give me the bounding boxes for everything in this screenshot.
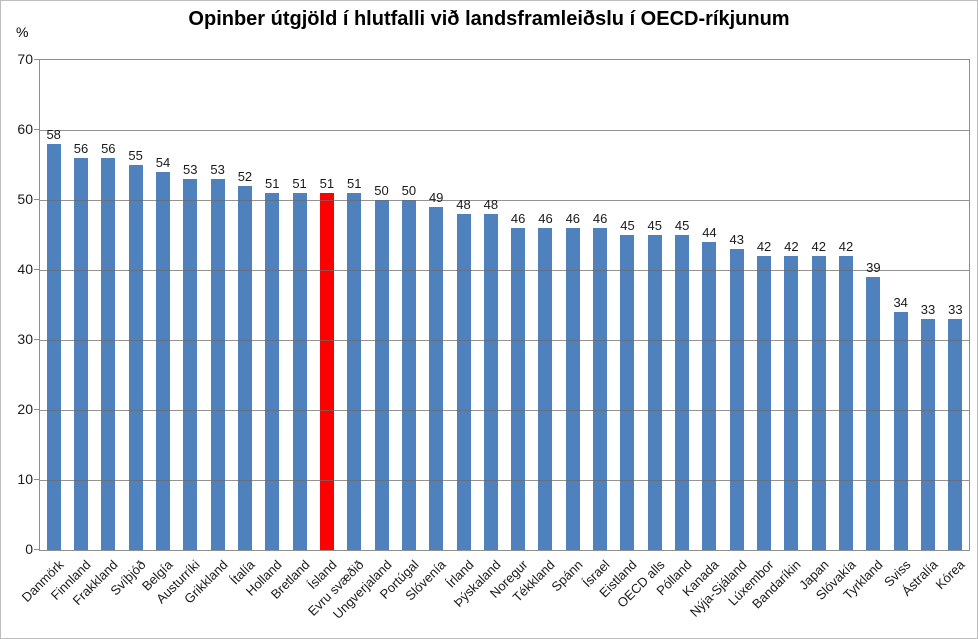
bar-value-label: 33 bbox=[920, 302, 936, 317]
bar bbox=[429, 207, 444, 550]
y-tick-mark bbox=[34, 269, 39, 270]
bar-value-label: 46 bbox=[538, 211, 553, 226]
y-tick-mark bbox=[34, 199, 39, 200]
bar-value-label: 53 bbox=[183, 162, 198, 177]
bar-value-label: 42 bbox=[756, 239, 772, 254]
bar-value-label: 51 bbox=[319, 176, 335, 191]
bar-value-label: 58 bbox=[46, 127, 61, 142]
y-tick-label: 60 bbox=[17, 121, 33, 137]
y-tick-mark bbox=[34, 479, 39, 480]
bar bbox=[128, 165, 143, 550]
bar bbox=[702, 242, 717, 550]
bar-value-label: 51 bbox=[265, 176, 280, 191]
bar-value-label: 52 bbox=[237, 169, 253, 184]
bar bbox=[237, 186, 252, 550]
gridline bbox=[40, 270, 969, 271]
bar-value-label: 46 bbox=[565, 211, 581, 226]
bar bbox=[811, 256, 826, 550]
bar-value-label: 42 bbox=[838, 239, 854, 254]
gridline bbox=[40, 200, 969, 201]
bar-value-label: 51 bbox=[292, 176, 307, 191]
y-tick-label: 40 bbox=[17, 261, 33, 277]
gridline bbox=[40, 480, 969, 481]
bar-value-label: 39 bbox=[866, 260, 881, 275]
gridline bbox=[40, 130, 969, 131]
bar-value-label: 42 bbox=[811, 239, 826, 254]
bar bbox=[183, 179, 198, 550]
bar-value-label: 50 bbox=[374, 183, 389, 198]
bar bbox=[593, 228, 608, 550]
bar bbox=[265, 193, 280, 550]
bar-value-label: 56 bbox=[101, 141, 116, 156]
bar-value-label: 53 bbox=[210, 162, 225, 177]
y-tick-label: 30 bbox=[17, 331, 33, 347]
y-tick-mark bbox=[34, 339, 39, 340]
bar bbox=[921, 319, 935, 550]
y-tick-mark bbox=[34, 59, 39, 60]
bar bbox=[401, 200, 416, 550]
y-tick-mark bbox=[34, 409, 39, 410]
bar-value-label: 56 bbox=[73, 141, 89, 156]
bar-value-label: 44 bbox=[702, 225, 717, 240]
bar bbox=[565, 228, 580, 550]
bar-value-label: 50 bbox=[401, 183, 417, 198]
bar bbox=[347, 193, 362, 550]
y-axis-unit-label: % bbox=[16, 24, 29, 40]
y-tick-label: 10 bbox=[17, 471, 33, 487]
bar bbox=[101, 158, 116, 550]
y-tick-label: 70 bbox=[17, 51, 33, 67]
bar-value-label: 45 bbox=[674, 218, 690, 233]
bar bbox=[155, 172, 170, 550]
y-tick-mark bbox=[34, 129, 39, 130]
bar-value-label: 48 bbox=[483, 197, 499, 212]
bar bbox=[647, 235, 662, 550]
bar-value-label: 46 bbox=[510, 211, 526, 226]
y-tick-label: 20 bbox=[17, 401, 33, 417]
bar bbox=[675, 235, 690, 550]
bar bbox=[784, 256, 799, 550]
bar bbox=[456, 214, 471, 550]
bar bbox=[511, 228, 526, 550]
bar-value-label: 54 bbox=[155, 155, 171, 170]
bar bbox=[839, 256, 854, 550]
bar bbox=[538, 228, 553, 550]
y-tick-label: 50 bbox=[17, 191, 33, 207]
bar bbox=[757, 256, 772, 550]
bar-value-label: 45 bbox=[647, 218, 662, 233]
bar bbox=[46, 144, 61, 550]
bar bbox=[374, 200, 389, 550]
gridline bbox=[40, 410, 969, 411]
bar-highlighted bbox=[319, 193, 334, 550]
bar bbox=[866, 277, 881, 550]
plot-area: 58 56 56 55 54 53 53 52 51 51 51 51 50 50 49 48 48 46 46 46… bbox=[39, 59, 970, 551]
bar-value-label: 34 bbox=[893, 295, 908, 310]
bar-value-label: 33 bbox=[948, 302, 963, 317]
bar bbox=[483, 214, 498, 550]
bar-value-label: 46 bbox=[592, 211, 608, 226]
bar bbox=[948, 319, 963, 550]
bar-value-label: 43 bbox=[729, 232, 744, 247]
chart-title: Opinber útgjöld í hlutfalli við landsfra… bbox=[188, 8, 790, 30]
gridline bbox=[40, 340, 969, 341]
bar bbox=[729, 249, 744, 550]
bar bbox=[620, 235, 635, 550]
bar bbox=[73, 158, 88, 550]
bar-value-label: 48 bbox=[456, 197, 471, 212]
bar-value-label: 51 bbox=[346, 176, 362, 191]
bar bbox=[292, 193, 307, 550]
bar-value-label: 45 bbox=[620, 218, 635, 233]
bar-value-label: 55 bbox=[128, 148, 143, 163]
bar-value-label: 49 bbox=[428, 190, 444, 205]
bar bbox=[893, 312, 908, 550]
bar-value-label: 42 bbox=[784, 239, 799, 254]
y-tick-label: 0 bbox=[25, 541, 33, 557]
y-tick-mark bbox=[34, 549, 39, 550]
bar bbox=[210, 179, 225, 550]
